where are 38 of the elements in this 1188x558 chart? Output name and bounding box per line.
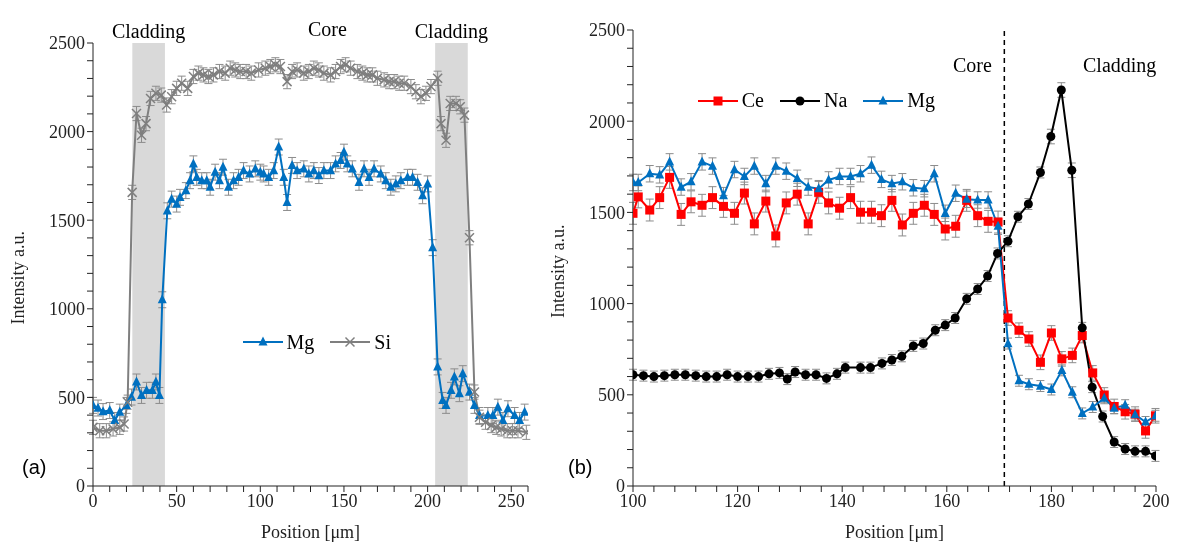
y-tick-label: 1000 bbox=[49, 299, 85, 320]
legend-label: Si bbox=[374, 330, 391, 354]
text: (b) bbox=[568, 456, 593, 479]
y-tick-label: 0 bbox=[76, 476, 85, 497]
y-tick-label: 1500 bbox=[49, 210, 85, 231]
x-axis-title: Position [μm] bbox=[260, 522, 361, 542]
x-tick-label: 200 bbox=[414, 490, 442, 511]
x-axis-title: Position [μm] bbox=[844, 522, 945, 542]
x-tick-label: 0 bbox=[88, 490, 98, 511]
band-label: Cladding bbox=[111, 20, 186, 43]
y-tick-label: 2000 bbox=[589, 111, 625, 132]
x-tick-label: 120 bbox=[724, 490, 752, 511]
legend-label: Mg bbox=[907, 89, 936, 113]
y-tick-label: 2500 bbox=[49, 33, 85, 54]
y-tick-label: 500 bbox=[598, 385, 625, 406]
x-tick-label: 180 bbox=[1037, 490, 1065, 511]
annotation: Core bbox=[953, 54, 992, 77]
y-tick-label: 500 bbox=[58, 387, 85, 408]
x-tick-label: 200 bbox=[1142, 490, 1170, 511]
x-tick-label: 150 bbox=[330, 490, 358, 511]
y-tick-label: 1000 bbox=[589, 293, 625, 314]
y-tick-label: 2000 bbox=[49, 121, 85, 142]
x-tick-label: 140 bbox=[828, 490, 856, 511]
y-axis-title: Intensity a.u. bbox=[8, 231, 29, 325]
x-tick-label: 50 bbox=[167, 490, 186, 511]
text: (a) bbox=[22, 456, 47, 479]
legend-label: Mg bbox=[286, 330, 315, 354]
y-axis-title: Intensity a.u. bbox=[548, 224, 569, 318]
x-tick-label: 160 bbox=[933, 490, 961, 511]
legend-label: Na bbox=[823, 89, 848, 113]
y-tick-label: 1500 bbox=[589, 202, 625, 223]
legend-label: Ce bbox=[741, 89, 764, 113]
band-label: Cladding bbox=[414, 20, 489, 43]
annotation: Cladding bbox=[1083, 54, 1157, 77]
text: Core bbox=[308, 18, 347, 41]
x-tick-label: 100 bbox=[246, 490, 274, 511]
y-tick-label: 2500 bbox=[589, 20, 625, 41]
x-tick-label: 250 bbox=[497, 490, 525, 511]
